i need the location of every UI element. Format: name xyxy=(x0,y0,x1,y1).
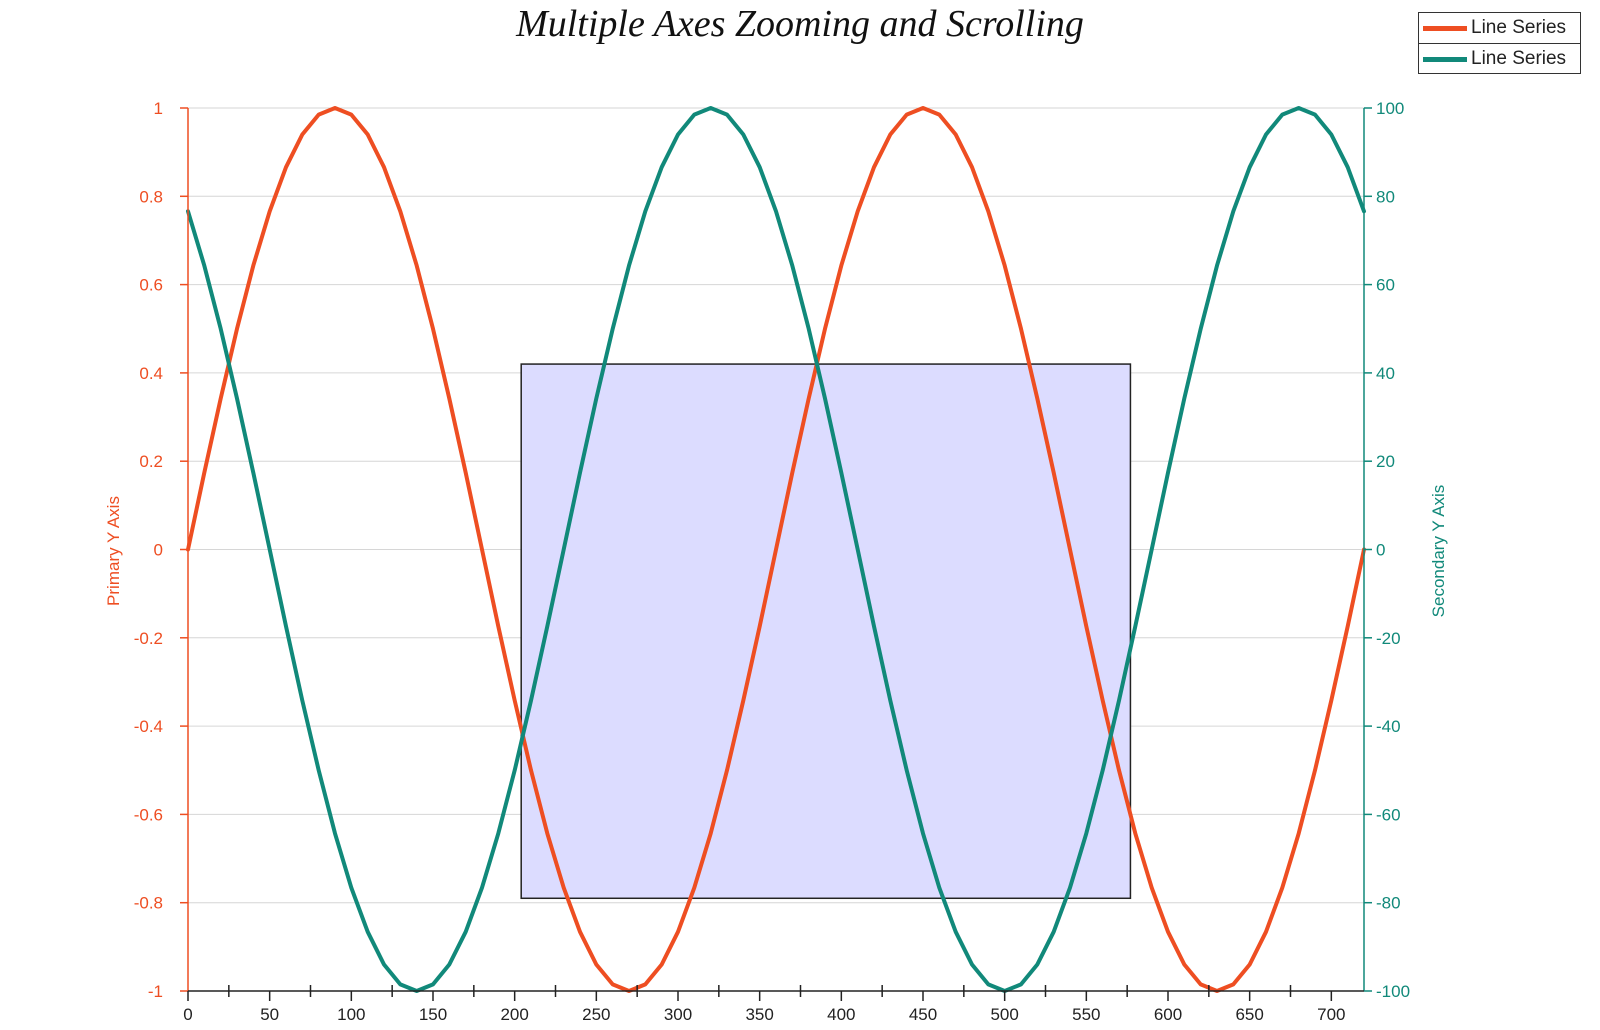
legend-item-series-1[interactable]: Line Series xyxy=(1419,13,1580,43)
secondary-y-tick-label-6: -20 xyxy=(1376,629,1401,648)
secondary-y-tick-label-1: 80 xyxy=(1376,187,1395,206)
x-tick-label-11: 550 xyxy=(1072,1005,1100,1024)
legend-item-series-2[interactable]: Line Series xyxy=(1419,43,1580,73)
x-tick-label-14: 700 xyxy=(1317,1005,1345,1024)
primary-y-tick-label-3: 0.4 xyxy=(139,364,163,383)
x-tick-label-8: 400 xyxy=(827,1005,855,1024)
series-line-1 xyxy=(186,106,1366,993)
x-tick-label-1: 50 xyxy=(260,1005,279,1024)
x-tick-label-0: 0 xyxy=(183,1005,192,1024)
x-tick-label-3: 150 xyxy=(419,1005,447,1024)
legend-label-series-2: Line Series xyxy=(1471,48,1567,69)
secondary-y-tick-label-8: -60 xyxy=(1376,805,1401,824)
secondary-y-tick-label-3: 40 xyxy=(1376,364,1395,383)
primary-y-tick-label-8: -0.6 xyxy=(134,805,163,824)
x-tick-label-7: 350 xyxy=(745,1005,773,1024)
primary-y-tick-label-4: 0.2 xyxy=(139,452,163,471)
primary-y-tick-label-10: -1 xyxy=(148,982,163,1001)
x-tick-label-13: 650 xyxy=(1235,1005,1263,1024)
legend-label-series-1: Line Series xyxy=(1471,17,1567,38)
zoom-selection-rect xyxy=(520,363,1132,900)
secondary-y-tick-label-10: -100 xyxy=(1376,982,1410,1001)
legend[interactable]: Line Series Line Series xyxy=(1418,12,1581,74)
series-line-2 xyxy=(186,106,1366,993)
legend-swatch-series-1 xyxy=(1423,26,1467,31)
primary-y-tick-label-2: 0.6 xyxy=(139,276,163,295)
x-tick-label-12: 600 xyxy=(1154,1005,1182,1024)
axes-layer: 1 0.8 0.6 0.4 0.2 0 -0.2 -0.4 -0.6 -0.8 -1 100 80 60 4… xyxy=(134,99,1410,1024)
primary-y-tick-label-1: 0.8 xyxy=(139,187,163,206)
zoom-selection-layer xyxy=(520,363,1132,900)
primary-y-axis-label: Primary Y Axis xyxy=(104,496,123,606)
primary-y-tick-label-7: -0.4 xyxy=(134,717,163,736)
series-layer xyxy=(186,106,1366,993)
primary-y-tick-label-5: 0 xyxy=(154,541,163,560)
secondary-y-tick-label-0: 100 xyxy=(1376,99,1404,118)
secondary-y-tick-label-2: 60 xyxy=(1376,276,1395,295)
x-tick-label-2: 100 xyxy=(337,1005,365,1024)
primary-y-tick-label-6: -0.2 xyxy=(134,629,163,648)
secondary-y-tick-label-9: -80 xyxy=(1376,894,1401,913)
chart-title: Multiple Axes Zooming and Scrolling xyxy=(516,3,1084,45)
x-tick-label-5: 250 xyxy=(582,1005,610,1024)
secondary-y-tick-label-5: 0 xyxy=(1376,541,1385,560)
x-tick-label-10: 500 xyxy=(990,1005,1018,1024)
secondary-y-tick-label-7: -40 xyxy=(1376,717,1401,736)
primary-y-tick-label-0: 1 xyxy=(154,99,163,118)
x-tick-label-9: 450 xyxy=(909,1005,937,1024)
x-tick-label-4: 200 xyxy=(500,1005,528,1024)
secondary-y-tick-label-4: 20 xyxy=(1376,452,1395,471)
legend-swatch-series-2 xyxy=(1423,57,1467,62)
primary-y-tick-label-9: -0.8 xyxy=(134,894,163,913)
x-tick-label-6: 300 xyxy=(664,1005,692,1024)
secondary-y-axis-label: Secondary Y Axis xyxy=(1429,485,1448,618)
